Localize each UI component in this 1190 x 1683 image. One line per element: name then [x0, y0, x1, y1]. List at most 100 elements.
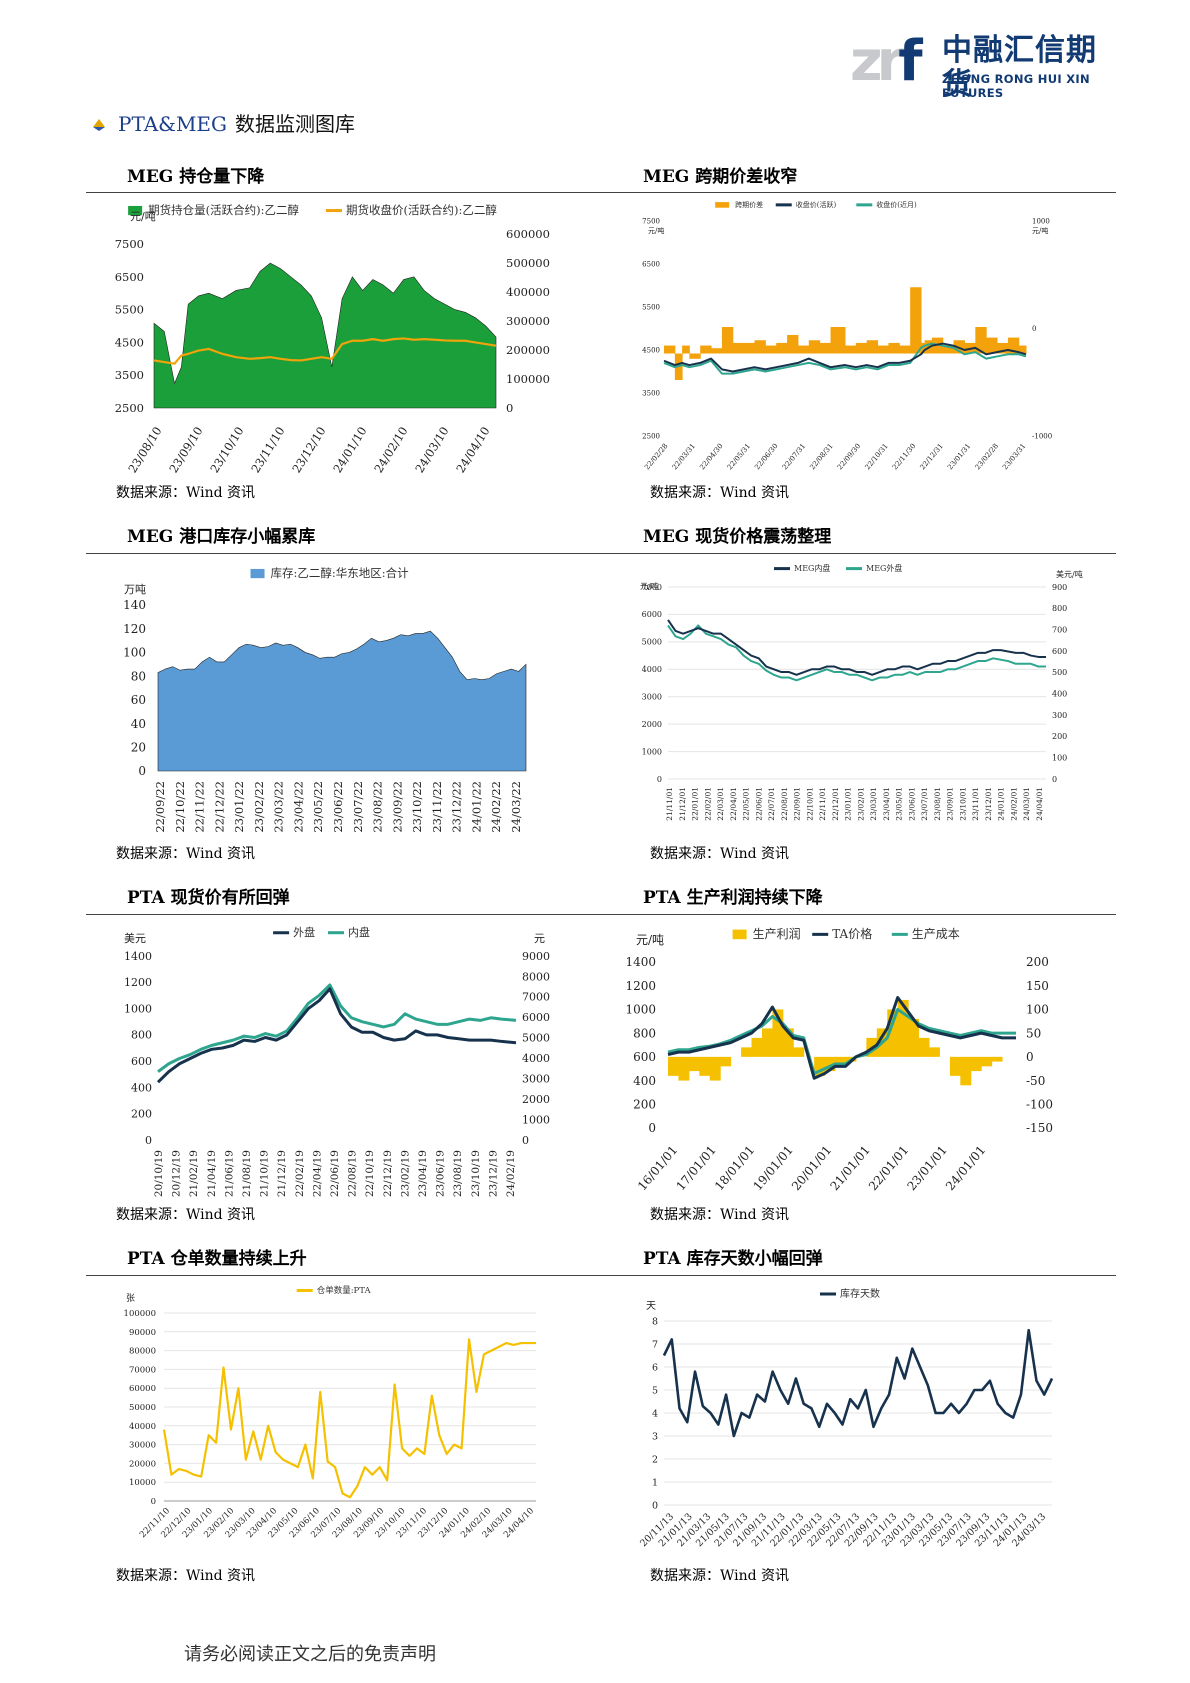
- series-cost-path: [667, 1007, 1016, 1075]
- profit-bar: [908, 1018, 920, 1057]
- spread-bar: [689, 353, 701, 359]
- chart-5: 外盘 内盘 美元元 1400 1200 1000 800 600 400 200 0 9000 8000…: [96, 918, 566, 1198]
- x-tick-label: 23/10/22: [410, 781, 424, 833]
- y-tick-label: 150: [1026, 979, 1049, 993]
- x-tick-label: 24/01/01: [997, 787, 1006, 821]
- spread-bar: [776, 342, 788, 354]
- y-tick-label: 1200: [625, 979, 656, 993]
- profit-bar: [929, 1047, 940, 1057]
- x-tick-label: 22/04/30: [698, 442, 724, 471]
- profit-bar: [887, 1009, 899, 1057]
- x-tick-label: 17/01/01: [673, 1143, 718, 1193]
- chart-source-4: 数据来源：Wind 资讯: [650, 846, 790, 862]
- chart-title-5: PTA 现货价有所回弹: [127, 888, 290, 908]
- chart-source-8: 数据来源：Wind 资讯: [650, 1568, 790, 1584]
- series-inventory: [157, 630, 527, 772]
- x-tick-label: 22/03/31: [671, 442, 697, 471]
- chart-2: 跨期价差 收盘价(活跃) 收盘价(近月) 元/吨 7500 6500 5500 4500 350…: [616, 196, 1086, 476]
- legend-item: 外盘: [273, 925, 315, 939]
- x-tick-label: 23/07/01: [920, 787, 929, 821]
- y-tick-label: 100: [123, 646, 146, 660]
- series-foreign: [156, 987, 517, 1084]
- y-tick-label: 30000: [129, 1441, 156, 1451]
- x-tick-label: 24/04/10: [453, 424, 492, 475]
- x-tick-label: 24/04/01: [1035, 787, 1044, 821]
- legend-label: 收盘价(近月): [876, 200, 917, 209]
- y-tick-label: 3000: [642, 693, 662, 702]
- y-tick-label: 5500: [115, 303, 144, 317]
- y-tick-label: 400000: [506, 285, 550, 299]
- axis-label: 元/吨: [130, 210, 156, 223]
- series-days-path: [662, 1328, 1054, 1438]
- y-tick-label: 3: [652, 1431, 658, 1442]
- legend-label: 期货收盘价(活跃合约):乙二醇: [346, 203, 497, 217]
- y-tick-label: 400: [1052, 689, 1067, 698]
- x-tick-label: 22/06/30: [753, 442, 779, 471]
- axis-label: 张: [126, 1293, 135, 1304]
- legend-label: 期货持仓量(活跃合约):乙二醇: [148, 203, 299, 217]
- y-tick-label: 200: [633, 1097, 656, 1111]
- x-tick-label: 23/04/22: [291, 781, 305, 833]
- series-cost: [667, 1007, 1017, 1075]
- y-tick-label: 90000: [129, 1328, 156, 1338]
- spread-bar: [700, 345, 712, 354]
- y-tick-label: 5: [652, 1385, 658, 1396]
- y-tick-label: 5000: [522, 1032, 550, 1045]
- chart-source-7: 数据来源：Wind 资讯: [116, 1568, 256, 1584]
- x-tick-label: 23/02/28: [974, 442, 1000, 471]
- x-tick-label: 23/08/22: [371, 781, 385, 833]
- x-tick-label: 22/02/01: [703, 787, 712, 821]
- series-days: [662, 1328, 1054, 1438]
- legend-item: 收盘价(近月): [856, 200, 917, 209]
- x-tick-label: 23/01/22: [232, 781, 246, 833]
- legend-label: 仓单数量:PTA: [317, 1285, 372, 1296]
- x-tick-label: 23/08/19: [452, 1150, 464, 1197]
- series-warrants-path: [162, 1338, 536, 1499]
- series-near: [663, 342, 1027, 375]
- legend-label: 库存:乙二醇:华东地区:合计: [271, 566, 410, 580]
- x-tick-label: 22/01/01: [866, 1143, 911, 1193]
- y-tick-label: 6000: [522, 1011, 550, 1024]
- legend-label: TA价格: [832, 926, 872, 941]
- y-tick-label: -1000: [1032, 432, 1052, 440]
- x-tick-label: 23/09/10: [166, 424, 205, 475]
- y-tick-label: 800: [1052, 604, 1067, 613]
- legend-item: 内盘: [328, 925, 370, 939]
- x-tick-label: 22/06/19: [329, 1150, 341, 1197]
- legend-label: 生产利润: [753, 927, 801, 941]
- spread-bar: [1007, 337, 1020, 354]
- spread-bar: [721, 327, 734, 354]
- x-tick-label: 23/12/01: [984, 787, 993, 821]
- series-active-path: [663, 342, 1027, 373]
- series-domestic: [157, 983, 517, 1073]
- x-tick-label: 22/02/28: [643, 442, 669, 471]
- series-foreign: [667, 624, 1047, 682]
- chart-7: 仓单数量:PTA 张 100000 90000 80000 70000 60000 50000…: [96, 1279, 566, 1559]
- y-tick-label: 20: [131, 740, 146, 754]
- x-tick-label: 24/03/22: [509, 781, 523, 833]
- y-tick-label: 0: [1026, 1050, 1034, 1064]
- y-tick-label: 3500: [642, 389, 660, 397]
- spread-bar: [942, 345, 955, 354]
- x-tick-label: 24/01/22: [469, 781, 483, 833]
- profit-bar: [751, 1037, 763, 1057]
- y-tick-label: 900: [1052, 583, 1067, 592]
- x-tick-label: 23/11/22: [430, 781, 444, 833]
- spread-bar: [682, 345, 690, 354]
- spread-bar: [921, 342, 926, 354]
- x-tick-label: 21/04/19: [206, 1150, 218, 1197]
- y-tick-label: 0: [151, 1497, 156, 1507]
- y-tick-label: 4: [652, 1408, 658, 1419]
- y-tick-label: 2500: [115, 401, 144, 415]
- legend-label: 内盘: [348, 925, 370, 939]
- profit-bar: [741, 1047, 753, 1057]
- y-tick-label: 20000: [129, 1459, 156, 1469]
- axis-label: 美元: [124, 932, 146, 945]
- legend-label: MEG外盘: [866, 563, 902, 573]
- x-tick-label: 23/10/01: [958, 787, 967, 821]
- x-tick-label: 22/05/31: [726, 442, 752, 471]
- spread-bar: [986, 337, 998, 354]
- x-tick-label: 24/02/22: [489, 781, 503, 833]
- profit-bar: [897, 999, 909, 1057]
- y-tick-label: 4500: [642, 346, 660, 354]
